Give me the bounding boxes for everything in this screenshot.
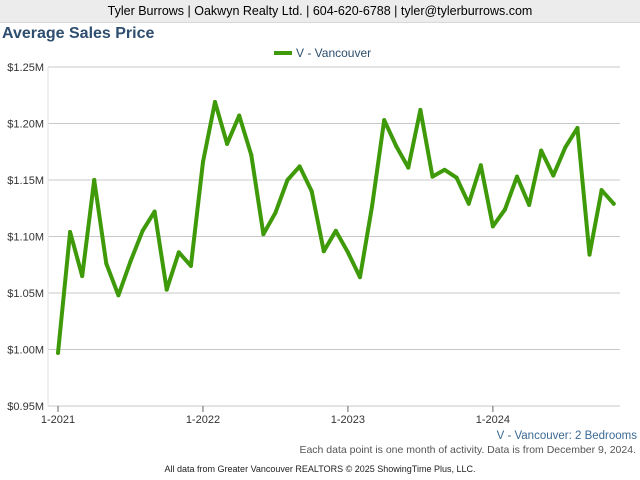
y-tick-label: $1.20M bbox=[7, 119, 44, 131]
data-point bbox=[527, 202, 532, 207]
data-point bbox=[128, 259, 133, 264]
x-tick-label: 1-2024 bbox=[476, 414, 510, 426]
data-point bbox=[213, 100, 218, 105]
data-point bbox=[382, 118, 387, 123]
y-tick-label: $1.00M bbox=[7, 345, 44, 357]
x-tick-label: 1-2021 bbox=[41, 414, 75, 426]
legend-label: V - Vancouver bbox=[296, 46, 371, 60]
data-point bbox=[80, 274, 85, 279]
data-point bbox=[116, 293, 121, 298]
data-point bbox=[490, 224, 495, 229]
y-tick-label: $1.15M bbox=[7, 175, 44, 187]
data-point bbox=[563, 145, 568, 150]
y-tick-label: $1.10M bbox=[7, 232, 44, 244]
data-point bbox=[104, 261, 109, 266]
data-points bbox=[56, 100, 616, 355]
data-point bbox=[575, 126, 580, 131]
data-point bbox=[188, 263, 193, 268]
data-point bbox=[539, 148, 544, 153]
chart-subtitle: V - Vancouver: 2 Bedrooms bbox=[497, 430, 638, 442]
data-point bbox=[406, 165, 411, 170]
data-point bbox=[515, 174, 520, 179]
data-point bbox=[502, 207, 507, 212]
data-point bbox=[442, 167, 447, 172]
data-point bbox=[418, 107, 423, 112]
data-point bbox=[370, 203, 375, 208]
data-point bbox=[333, 228, 338, 233]
data-point bbox=[164, 287, 169, 292]
y-tick-label: $0.95M bbox=[7, 401, 44, 413]
data-point bbox=[225, 141, 230, 146]
data-credits: All data from Greater Vancouver REALTORS… bbox=[164, 464, 476, 474]
data-point bbox=[345, 250, 350, 255]
data-point bbox=[454, 175, 459, 180]
data-point bbox=[140, 228, 145, 233]
y-tick-label: $1.05M bbox=[7, 288, 44, 300]
data-point bbox=[56, 350, 60, 355]
data-point bbox=[297, 164, 302, 169]
y-tick-label: $1.25M bbox=[7, 62, 44, 74]
data-point bbox=[92, 178, 97, 182]
data-point bbox=[237, 113, 242, 118]
data-point bbox=[285, 178, 290, 182]
data-point bbox=[430, 174, 435, 179]
data-point bbox=[261, 232, 266, 237]
y-axis-ticks: $0.95M $1.00M $1.05M $1.10M $1.15M $1.20M $1.2… bbox=[7, 62, 44, 413]
data-point bbox=[68, 229, 73, 234]
x-tick-label: 1-2022 bbox=[186, 414, 220, 426]
data-point bbox=[394, 144, 399, 149]
data-point bbox=[466, 201, 471, 206]
data-footnote: Each data point is one month of activity… bbox=[299, 444, 636, 456]
data-point bbox=[176, 250, 181, 255]
data-point bbox=[358, 275, 362, 280]
contact-header: Tyler Burrows | Oakwyn Realty Ltd. | 604… bbox=[0, 0, 640, 23]
x-axis-ticks: 1-2021 1-2022 1-2023 1-2024 bbox=[41, 406, 510, 426]
data-point bbox=[587, 252, 592, 257]
x-tick-label: 1-2023 bbox=[331, 414, 365, 426]
data-point bbox=[200, 159, 205, 164]
data-point bbox=[478, 163, 483, 168]
chart-title: Average Sales Price bbox=[2, 25, 155, 42]
data-point bbox=[152, 209, 157, 214]
data-point bbox=[551, 173, 556, 178]
data-point bbox=[611, 201, 616, 206]
series-line-vancouver bbox=[56, 100, 616, 355]
data-point bbox=[321, 249, 326, 254]
data-point bbox=[249, 153, 254, 158]
data-point bbox=[309, 189, 314, 194]
data-point bbox=[599, 188, 604, 193]
data-point bbox=[273, 210, 278, 215]
legend: V - Vancouver bbox=[274, 46, 371, 60]
